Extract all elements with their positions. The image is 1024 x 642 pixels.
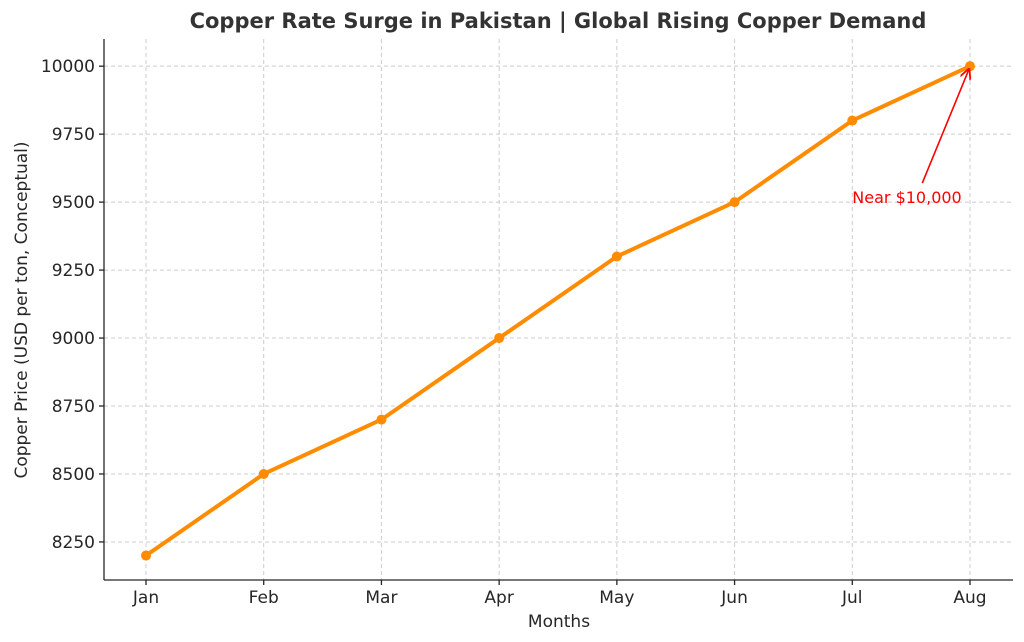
axes — [103, 39, 1013, 581]
series — [141, 61, 975, 561]
x-tick-label: Mar — [365, 588, 397, 608]
data-point — [965, 61, 975, 72]
x-tick-label: Aug — [953, 588, 986, 608]
y-tick-label: 9000 — [52, 329, 95, 349]
y-tick-label: 9750 — [52, 125, 95, 145]
ticks: Jan Feb Mar Apr May Jun Jul Aug 8250 8500 8750 9000… — [41, 57, 987, 608]
x-tick-label: Jul — [841, 588, 863, 608]
grid — [104, 39, 1013, 580]
x-tick-label: Apr — [484, 588, 513, 608]
annotation-label: Near $10,000 — [852, 188, 961, 207]
chart-title: Copper Rate Surge in Pakistan | Global R… — [190, 9, 927, 34]
x-tick-label: May — [599, 588, 634, 608]
series-line — [144, 64, 972, 558]
data-point — [729, 197, 740, 208]
annotation: Near $10,000 — [852, 69, 969, 207]
y-tick-label: 9500 — [52, 193, 95, 213]
data-point — [258, 468, 269, 479]
annotation-arrow — [921, 69, 969, 184]
y-tick-label: 8250 — [52, 533, 95, 553]
data-point — [847, 115, 858, 126]
data-point — [141, 550, 151, 561]
y-tick-label: 10000 — [41, 57, 95, 77]
data-point — [494, 333, 505, 344]
x-tick-label: Feb — [249, 588, 279, 608]
y-tick-label: 9250 — [52, 261, 95, 281]
y-tick-label: 8750 — [52, 397, 95, 417]
x-tick-label: Jun — [720, 588, 748, 608]
y-tick-label: 8500 — [52, 465, 95, 485]
data-point — [611, 251, 622, 262]
y-axis-label: Copper Price (USD per ton, Conceptual) — [12, 141, 32, 478]
x-tick-label: Jan — [132, 588, 159, 608]
x-axis-label: Months — [528, 612, 590, 632]
data-point — [376, 414, 387, 425]
